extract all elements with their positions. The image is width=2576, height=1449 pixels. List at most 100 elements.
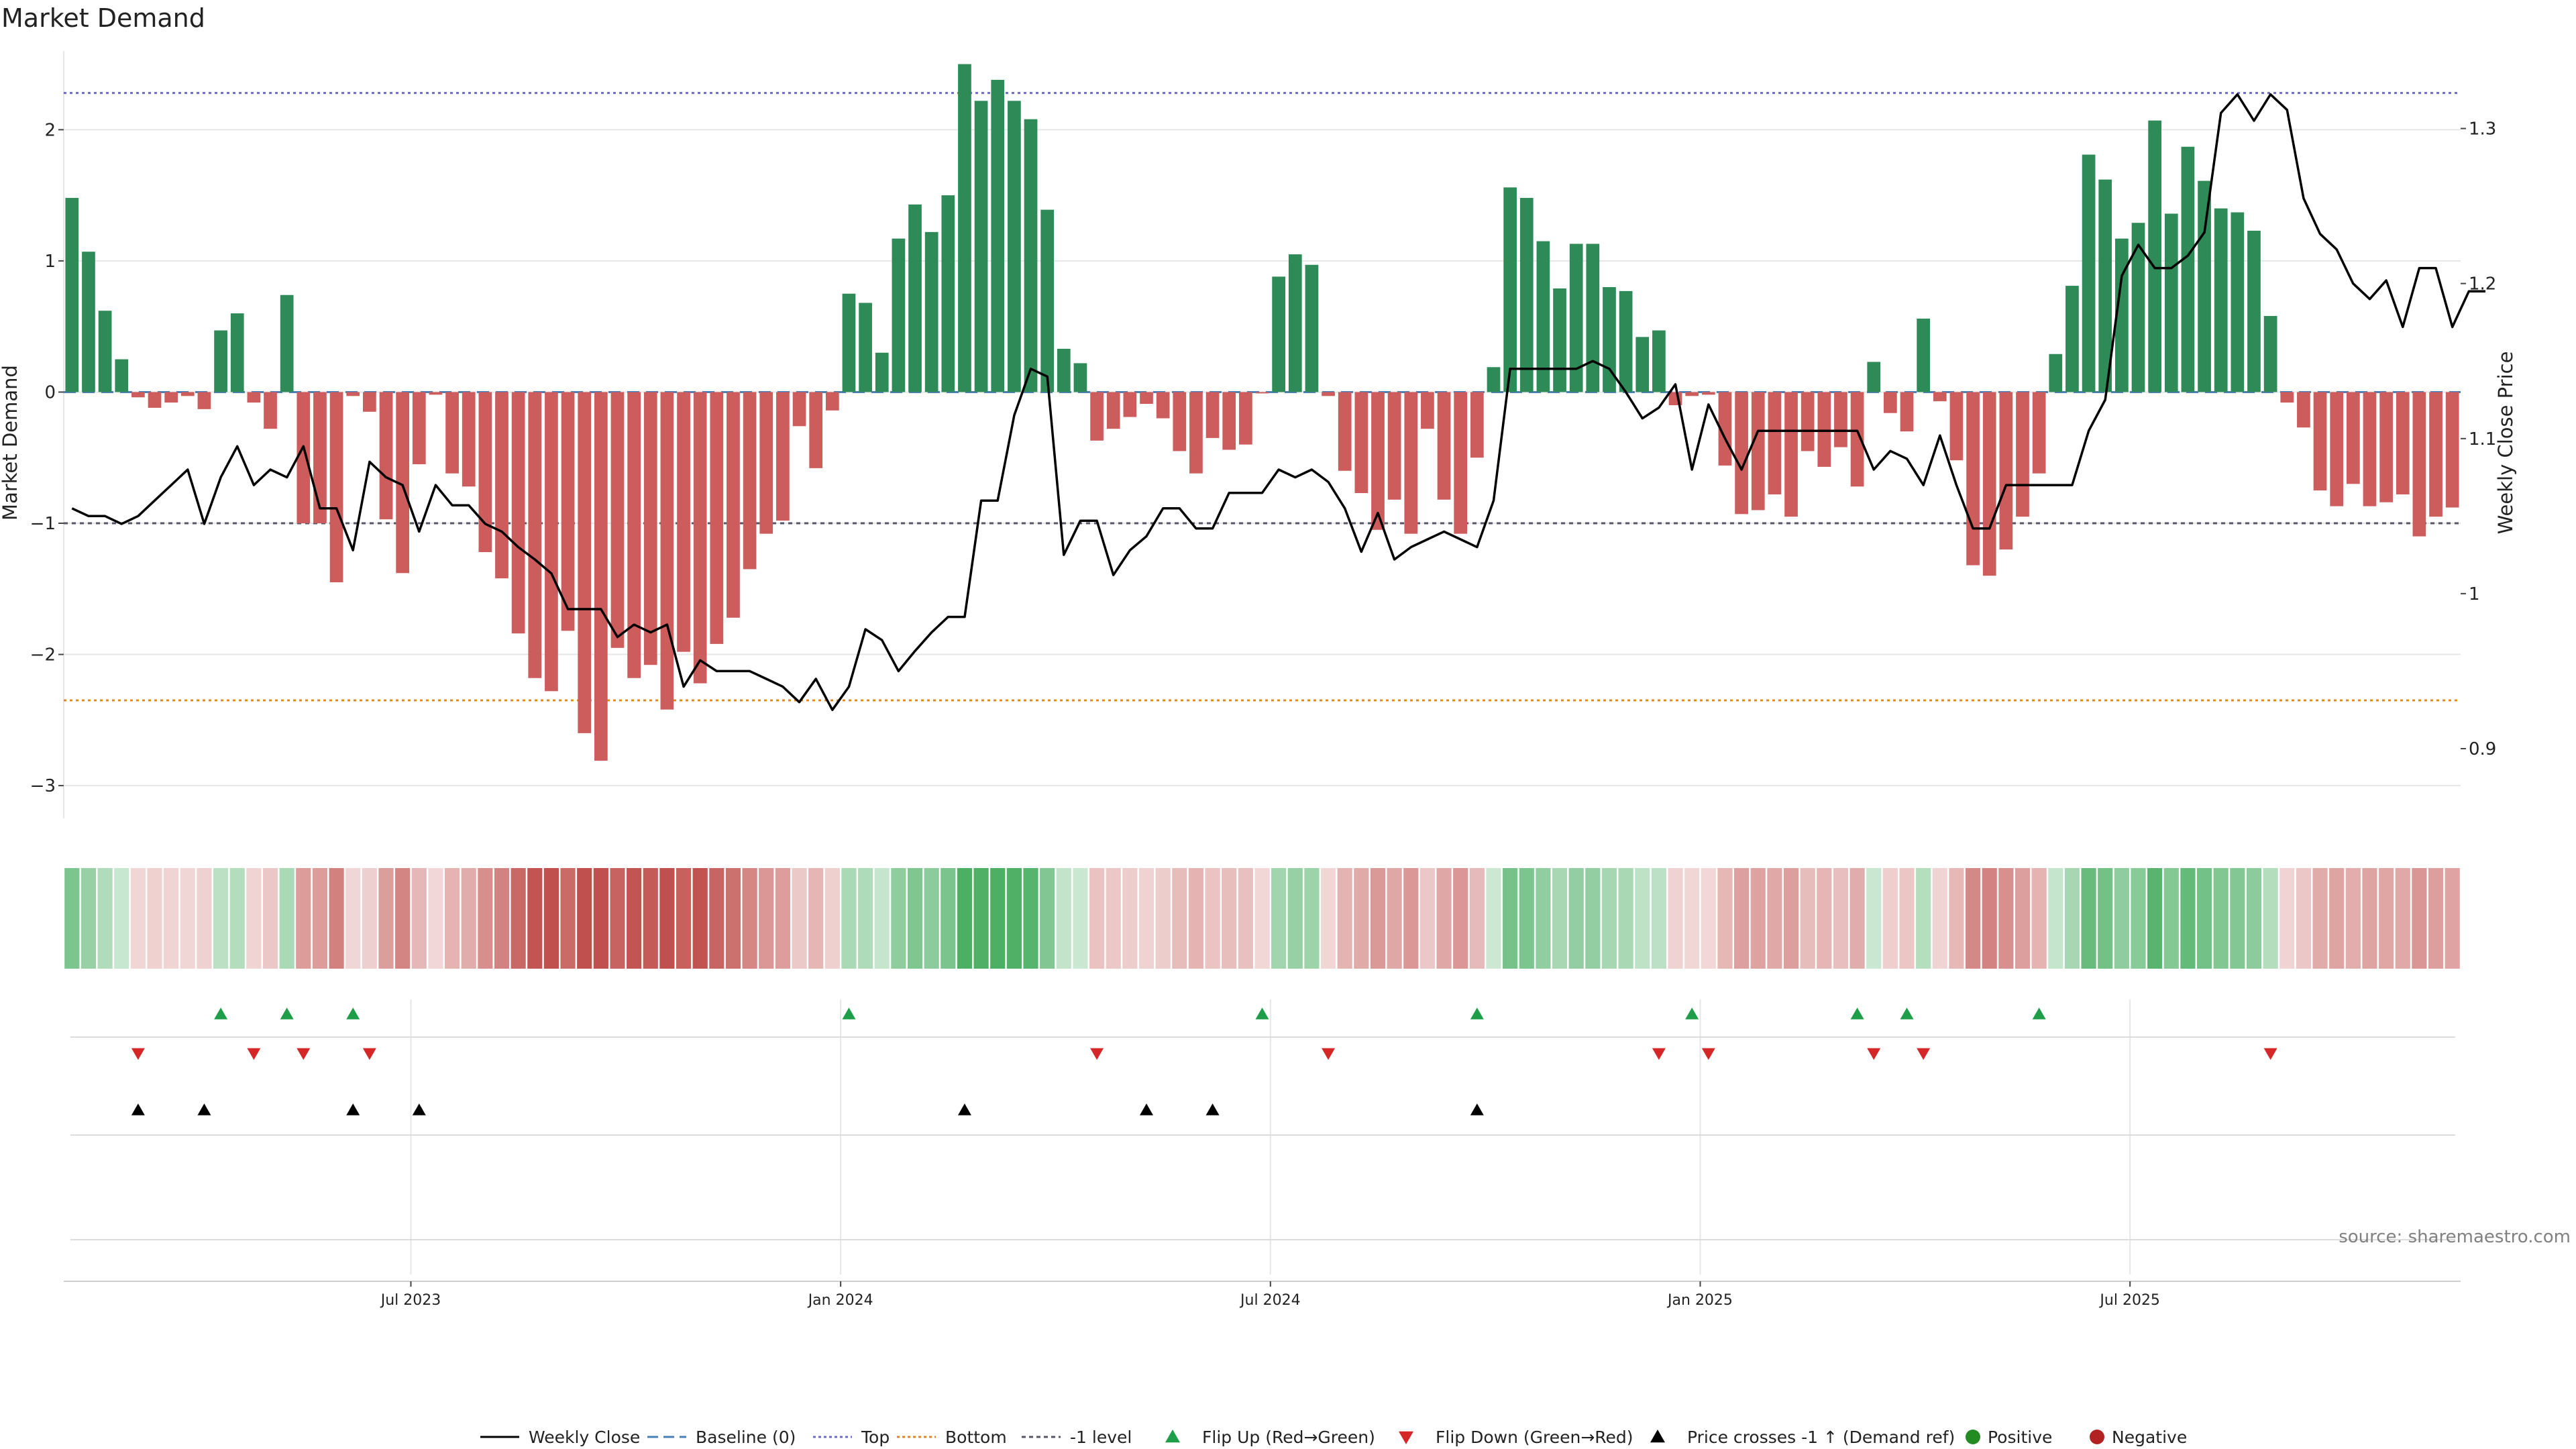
heat-cell bbox=[1403, 868, 1419, 969]
heat-cell bbox=[2147, 868, 2163, 969]
demand-bar bbox=[727, 392, 740, 618]
demand-bar bbox=[1437, 392, 1451, 500]
price-cross-marker bbox=[1205, 1104, 1220, 1116]
demand-bar bbox=[1057, 348, 1071, 392]
heat-cell bbox=[676, 868, 692, 969]
legend-item: Positive bbox=[1966, 1428, 2052, 1447]
demand-bar bbox=[2082, 154, 2096, 392]
demand-bar bbox=[1735, 392, 1748, 515]
heat-cell bbox=[345, 868, 361, 969]
demand-bar bbox=[2330, 392, 2344, 506]
demand-bar bbox=[859, 303, 872, 392]
heat-cell bbox=[2379, 868, 2394, 969]
heat-cell bbox=[2412, 868, 2427, 969]
flip-up-marker bbox=[842, 1008, 856, 1020]
heat-cell bbox=[692, 868, 708, 969]
demand-bar bbox=[1140, 392, 1153, 405]
demand-bar bbox=[1470, 392, 1484, 458]
heat-cell bbox=[1767, 868, 1782, 969]
demand-bar bbox=[693, 392, 707, 684]
heat-cell bbox=[1354, 868, 1369, 969]
demand-bar bbox=[1106, 392, 1120, 429]
legend-label: Weekly Close bbox=[529, 1428, 640, 1447]
flip-up-marker bbox=[1470, 1008, 1484, 1020]
heat-cell bbox=[494, 868, 510, 969]
demand-bar bbox=[1239, 392, 1252, 445]
demand-bar bbox=[991, 80, 1005, 392]
demand-bar bbox=[2247, 230, 2261, 392]
heat-cell bbox=[2031, 868, 2047, 969]
demand-bar bbox=[1024, 119, 1038, 392]
demand-bar bbox=[2363, 392, 2377, 506]
heat-cell bbox=[1254, 868, 1270, 969]
demand-bar bbox=[1850, 392, 1864, 487]
heat-cell bbox=[1238, 868, 1253, 969]
legend-label: -1 level bbox=[1070, 1428, 1132, 1447]
heat-cell bbox=[1585, 868, 1601, 969]
demand-bar bbox=[495, 392, 508, 579]
demand-bar bbox=[1090, 392, 1104, 441]
heat-cell bbox=[2329, 868, 2345, 969]
heat-cell bbox=[1172, 868, 1187, 969]
demand-bar bbox=[643, 392, 657, 665]
y-axis-label: Market Demand bbox=[0, 365, 21, 521]
demand-bar bbox=[2313, 392, 2327, 491]
demand-bar bbox=[941, 195, 955, 392]
heat-cell bbox=[229, 868, 245, 969]
demand-bar bbox=[2049, 354, 2063, 392]
demand-bar bbox=[297, 392, 311, 523]
demand-bar bbox=[396, 392, 410, 574]
heat-cell bbox=[246, 868, 262, 969]
flip-up-marker bbox=[346, 1008, 360, 1020]
demand-bar bbox=[892, 238, 906, 392]
heat-cell bbox=[80, 868, 97, 969]
demand-bar bbox=[1222, 392, 1236, 450]
heat-cell bbox=[2263, 868, 2278, 969]
heat-cell bbox=[461, 868, 476, 969]
price-cross-marker bbox=[131, 1104, 145, 1116]
demand-bar bbox=[578, 392, 592, 733]
x-tick-label: Jul 2024 bbox=[1239, 1292, 1301, 1309]
heat-cell bbox=[1601, 868, 1617, 969]
demand-bar bbox=[462, 392, 476, 487]
legend-swatch bbox=[1399, 1431, 1413, 1444]
demand-bar bbox=[809, 392, 823, 468]
heat-cell bbox=[262, 868, 278, 969]
heat-cell bbox=[1453, 868, 1468, 969]
legend-swatch bbox=[1966, 1430, 1980, 1444]
source-label: source: sharemaestro.com bbox=[2339, 1227, 2571, 1247]
demand-bar bbox=[1387, 392, 1401, 500]
demand-bar bbox=[511, 392, 525, 634]
heat-cell bbox=[1701, 868, 1716, 969]
demand-bar bbox=[2379, 392, 2393, 502]
heat-cell bbox=[511, 868, 526, 969]
demand-bar bbox=[1569, 244, 1583, 392]
heat-cell bbox=[362, 868, 377, 969]
x-axis-ticks: Jul 2023 Jan 2024 Jul 2024 Jan 2025 Jul 2025 bbox=[380, 1281, 2160, 1309]
demand-bar bbox=[2065, 286, 2079, 392]
legend-label: Top bbox=[861, 1428, 890, 1447]
demand-bar bbox=[1536, 241, 1550, 392]
heat-cell bbox=[577, 868, 592, 969]
demand-bar bbox=[1288, 254, 1302, 392]
heat-cell bbox=[808, 868, 824, 969]
demand-bar bbox=[1008, 101, 1021, 392]
legend-item: Top bbox=[813, 1428, 890, 1447]
heat-cell bbox=[312, 868, 328, 969]
heat-cell bbox=[792, 868, 807, 969]
y-axis-ticks: 2 1 0 −1 −2 −3 bbox=[30, 120, 64, 796]
price-cross-marker bbox=[1140, 1104, 1154, 1116]
heat-cell bbox=[2445, 868, 2460, 969]
y-tick-label: 2 bbox=[44, 120, 56, 140]
heat-cell bbox=[1469, 868, 1485, 969]
heat-cell bbox=[2213, 868, 2229, 969]
flip-down-marker bbox=[1652, 1048, 1666, 1060]
demand-bar bbox=[660, 392, 674, 710]
demand-bar bbox=[2346, 392, 2360, 484]
heat-cell bbox=[560, 868, 576, 969]
heat-cell bbox=[1668, 868, 1683, 969]
demand-bar bbox=[924, 231, 938, 392]
demand-bar bbox=[1685, 392, 1699, 396]
legend: Weekly Close Baseline (0) Top Bottom -1 leve… bbox=[480, 1428, 2187, 1447]
demand-bar bbox=[561, 392, 575, 631]
